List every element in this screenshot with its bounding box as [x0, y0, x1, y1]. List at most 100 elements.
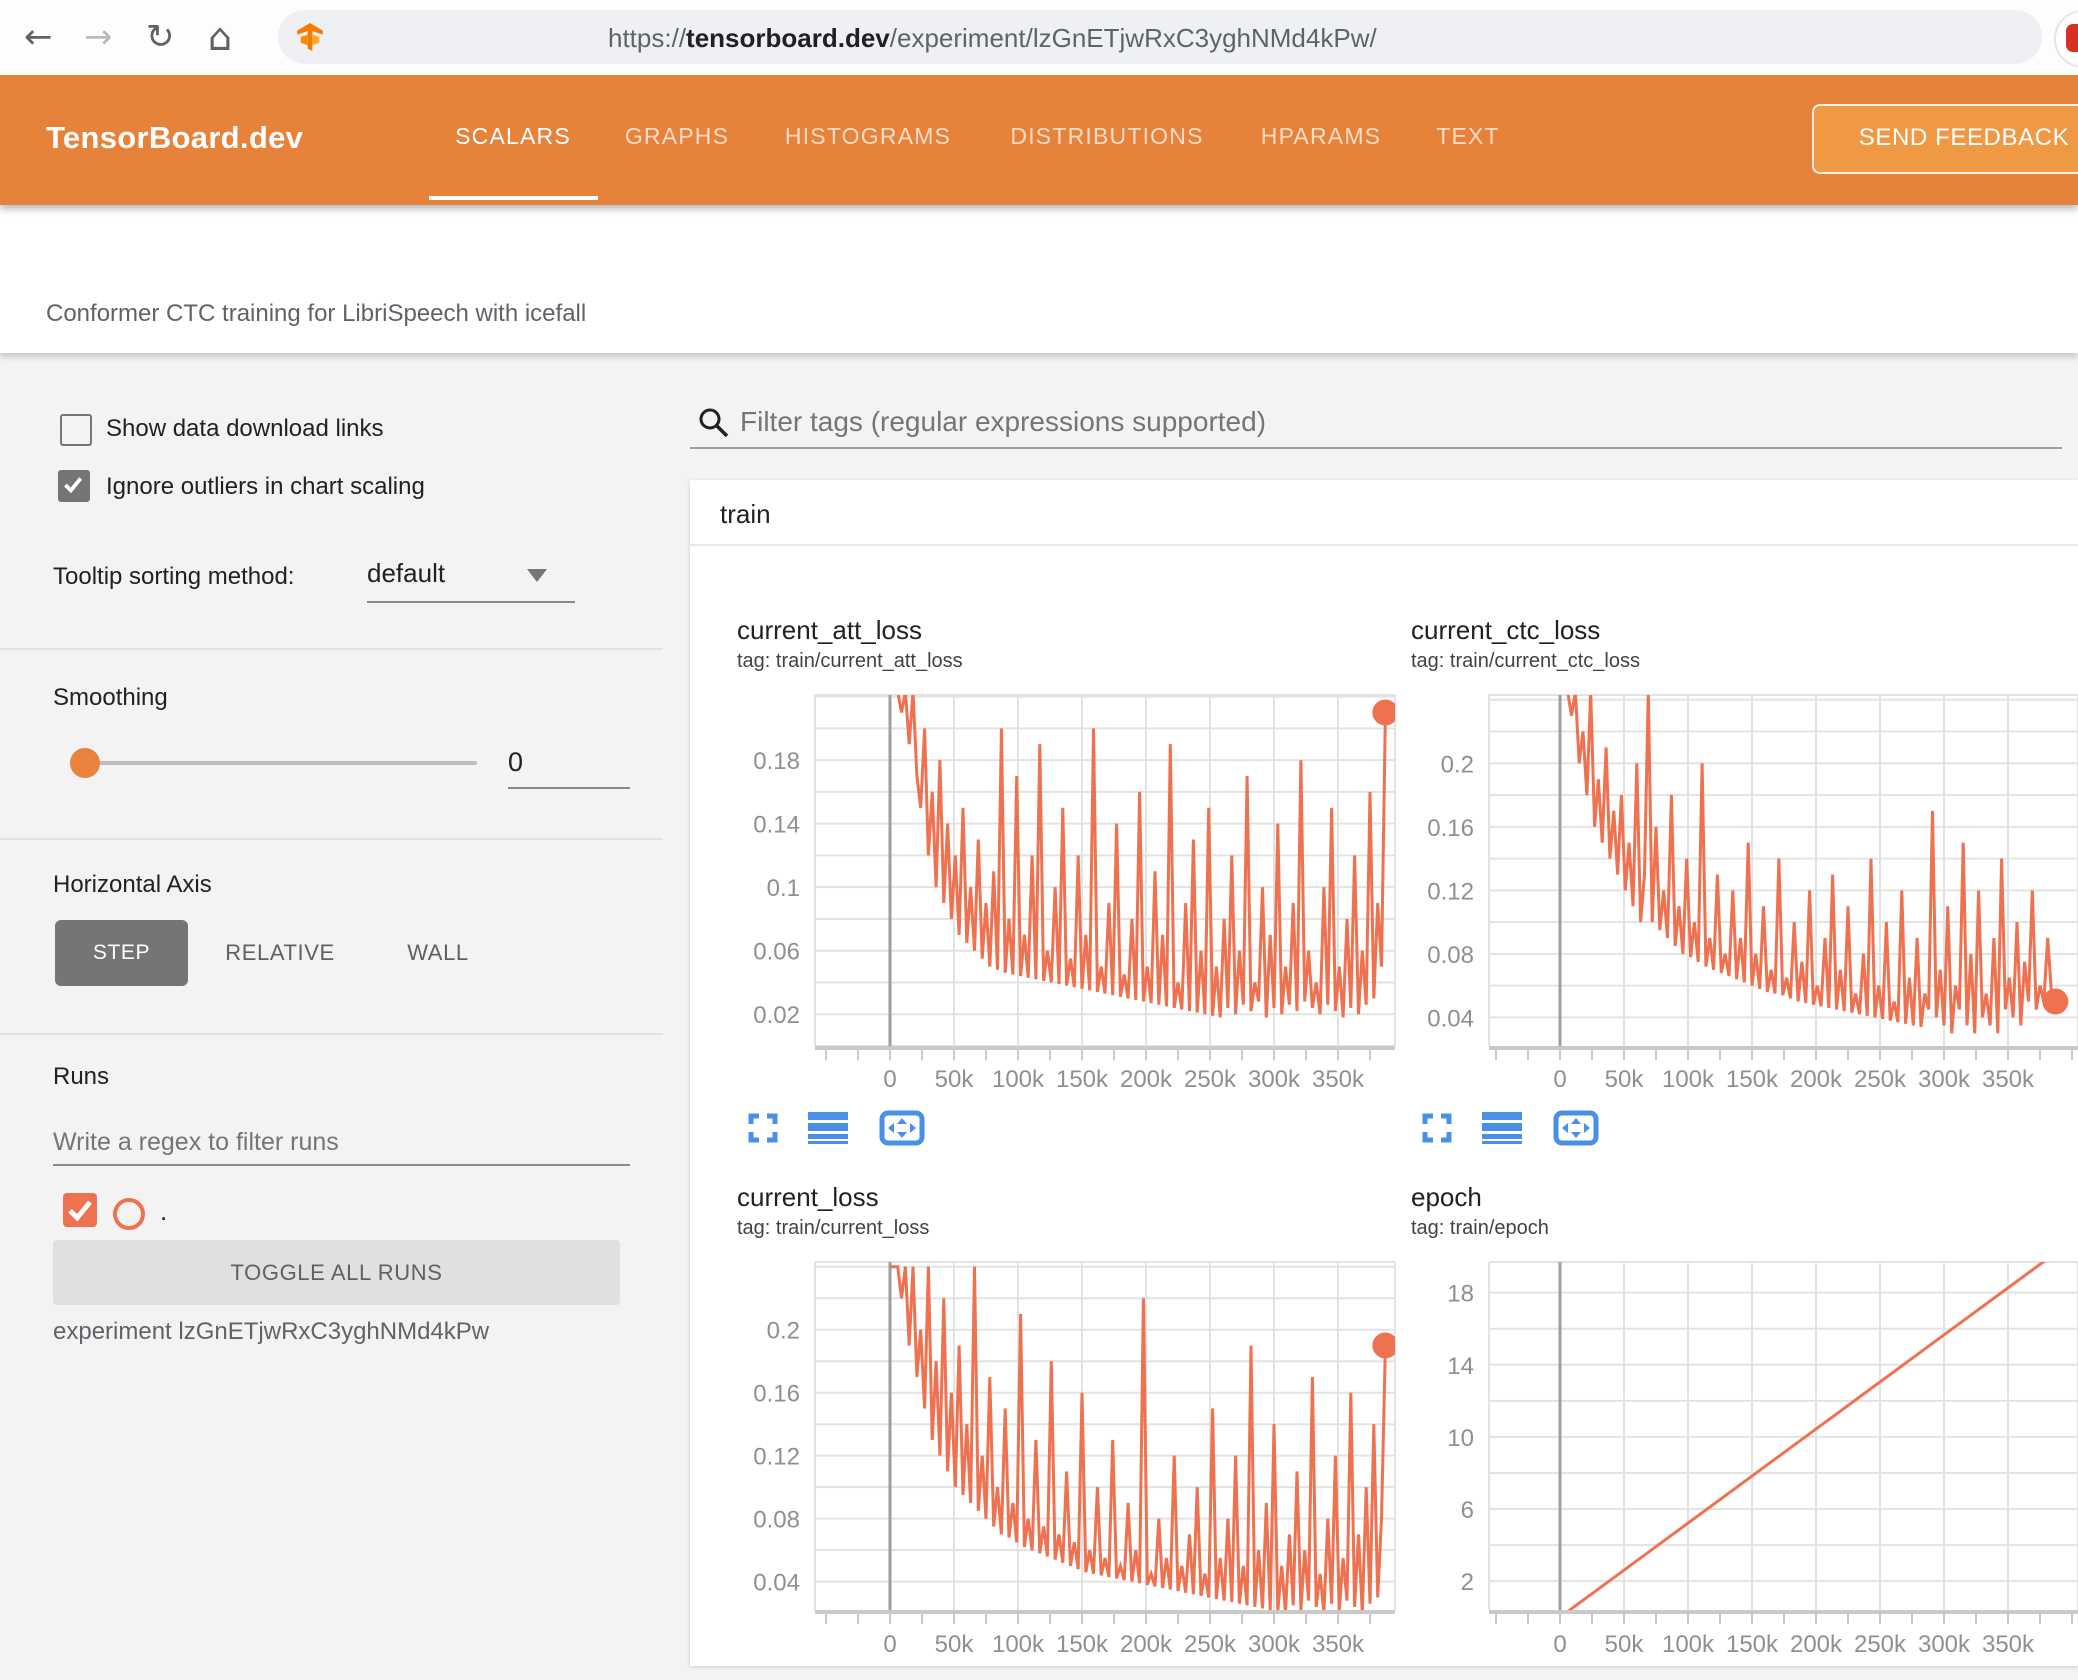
haxis-step-button[interactable]: STEP [55, 920, 188, 986]
forward-icon[interactable]: → [84, 17, 113, 57]
svg-text:150k: 150k [1726, 1066, 1779, 1093]
svg-text:200k: 200k [1120, 1631, 1173, 1658]
chart-title-current-ctc-loss: current_ctc_loss [1411, 615, 1601, 645]
svg-text:0.12: 0.12 [1427, 878, 1474, 905]
smoothing-slider-track[interactable] [73, 761, 477, 765]
svg-text:150k: 150k [1726, 1631, 1779, 1658]
smoothing-value-input[interactable]: 0 [508, 747, 524, 777]
check-icon [68, 1200, 92, 1222]
svg-text:350k: 350k [1312, 1066, 1365, 1093]
url-protocol: https:// [608, 23, 687, 53]
browser-chrome: ← → ↻ ⌂ https://tensorboard.dev/experime… [0, 0, 2078, 75]
svg-text:0.14: 0.14 [753, 812, 800, 839]
home-icon[interactable]: ⌂ [208, 15, 233, 59]
svg-text:50k: 50k [935, 1631, 975, 1658]
smoothing-slider-thumb[interactable] [70, 748, 100, 778]
profile-avatar[interactable] [2054, 10, 2078, 68]
tooltip-sorting-underline [367, 601, 575, 603]
fit-domain-icon[interactable] [879, 1110, 925, 1151]
tooltip-sorting-select[interactable]: default [367, 558, 446, 588]
back-icon[interactable]: ← [24, 17, 53, 57]
reload-icon[interactable]: ↻ [146, 17, 175, 57]
show-download-links-checkbox[interactable] [60, 414, 92, 446]
run-name: . [160, 1196, 168, 1226]
url-path: /experiment/lzGnETjwRxC3yghNMd4kPw/ [889, 23, 1377, 53]
address-bar[interactable]: https://tensorboard.dev/experiment/lzGnE… [278, 10, 2042, 64]
svg-text:10: 10 [1447, 1425, 1474, 1452]
run-checkbox[interactable] [63, 1193, 97, 1227]
check-icon [64, 477, 83, 494]
svg-text:0.04: 0.04 [1427, 1005, 1474, 1032]
svg-text:0.02: 0.02 [753, 1002, 800, 1029]
chart-tag-current-att-loss: tag: train/current_att_loss [737, 650, 963, 672]
runs-regex-input[interactable]: Write a regex to filter runs [53, 1128, 339, 1156]
svg-text:0: 0 [883, 1066, 896, 1093]
train-card-divider [690, 544, 2078, 546]
tab-distributions[interactable]: DISTRIBUTIONS [1010, 123, 1204, 149]
svg-text:100k: 100k [992, 1631, 1045, 1658]
sidebar-divider [0, 1033, 663, 1035]
runs-label: Runs [53, 1063, 110, 1090]
active-tab-underline [429, 196, 598, 200]
svg-text:0: 0 [883, 1631, 896, 1658]
smoothing-value-underline [508, 787, 630, 789]
tab-graphs[interactable]: GRAPHS [624, 123, 730, 149]
fit-domain-icon[interactable] [1553, 1110, 1599, 1151]
svg-text:300k: 300k [1248, 1066, 1301, 1093]
url-text: https://tensorboard.dev/experiment/lzGnE… [608, 10, 1377, 64]
experiment-title: Conformer CTC training for LibriSpeech w… [46, 300, 587, 327]
app-header: TensorBoard.dev SCALARS GRAPHS HISTOGRAM… [0, 75, 2078, 205]
experiment-note: experiment lzGnETjwRxC3yghNMd4kPw [53, 1318, 490, 1345]
ignore-outliers-checkbox[interactable] [58, 470, 90, 502]
tab-histograms[interactable]: HISTOGRAMS [784, 123, 952, 149]
svg-text:18: 18 [1447, 1281, 1474, 1308]
horizontal-axis-label: Horizontal Axis [53, 871, 212, 898]
svg-text:0.16: 0.16 [1427, 815, 1474, 842]
fullscreen-icon[interactable] [748, 1113, 778, 1148]
chevron-down-icon[interactable] [527, 569, 547, 582]
chart-title-epoch: epoch [1411, 1182, 1482, 1212]
svg-text:250k: 250k [1854, 1631, 1907, 1658]
ignore-outliers-label: Ignore outliers in chart scaling [106, 473, 425, 500]
svg-text:0.2: 0.2 [767, 1318, 800, 1345]
charts-canvas[interactable]: 0.020.060.10.140.180 50k 100k 150k 200k 250k 3… [690, 480, 2078, 1680]
chart-toolbar-current-att-loss [748, 1110, 951, 1151]
log-scale-icon[interactable] [808, 1112, 849, 1149]
svg-text:50k: 50k [1605, 1631, 1645, 1658]
chart-tag-current-loss: tag: train/current_loss [737, 1217, 930, 1239]
svg-text:0: 0 [1553, 1066, 1566, 1093]
svg-text:300k: 300k [1248, 1631, 1301, 1658]
haxis-relative-button[interactable]: RELATIVE [225, 940, 335, 965]
fullscreen-icon[interactable] [1422, 1113, 1452, 1148]
train-card-title[interactable]: train [720, 499, 771, 529]
tab-scalars[interactable]: SCALARS [455, 123, 571, 149]
svg-text:0.12: 0.12 [753, 1444, 800, 1471]
filter-tags-input[interactable]: Filter tags (regular expressions support… [740, 406, 1267, 437]
svg-text:0.04: 0.04 [753, 1570, 800, 1597]
avatar-image [2066, 24, 2078, 52]
toggle-all-runs-button[interactable]: TOGGLE ALL RUNS [53, 1240, 620, 1305]
svg-text:50k: 50k [935, 1066, 975, 1093]
svg-text:200k: 200k [1120, 1066, 1173, 1093]
log-scale-icon[interactable] [1482, 1112, 1523, 1149]
svg-text:350k: 350k [1982, 1631, 2035, 1658]
tab-hparams[interactable]: HPARAMS [1260, 123, 1382, 149]
app-logo: TensorBoard.dev [46, 120, 304, 155]
sidebar-divider [0, 838, 663, 840]
tooltip-sorting-label: Tooltip sorting method: [53, 563, 295, 590]
chart-title-current-att-loss: current_att_loss [737, 615, 922, 645]
run-color-circle[interactable] [113, 1198, 145, 1230]
svg-text:150k: 150k [1056, 1631, 1109, 1658]
svg-text:0.08: 0.08 [753, 1507, 800, 1534]
filter-tags-underline [690, 447, 2062, 449]
haxis-wall-button[interactable]: WALL [407, 940, 469, 965]
svg-text:2: 2 [1461, 1569, 1474, 1596]
svg-text:300k: 300k [1918, 1066, 1971, 1093]
tab-text[interactable]: TEXT [1436, 123, 1500, 149]
url-domain: tensorboard.dev [686, 23, 890, 53]
svg-text:250k: 250k [1854, 1066, 1907, 1093]
svg-text:0.06: 0.06 [753, 939, 800, 966]
chart-title-current-loss: current_loss [737, 1182, 879, 1212]
send-feedback-button[interactable]: SEND FEEDBACK [1812, 104, 2078, 174]
chart-toolbar-current-ctc-loss [1422, 1110, 1625, 1151]
